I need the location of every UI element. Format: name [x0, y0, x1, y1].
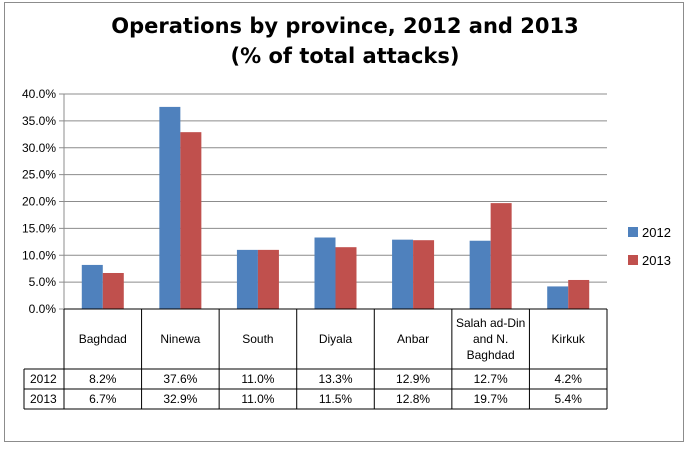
category-label: Baghdad — [79, 332, 127, 346]
category-label: Kirkuk — [552, 332, 586, 346]
bar-2013 — [568, 279, 590, 309]
y-tick-label: 30.0% — [22, 141, 56, 155]
bar-2012 — [159, 106, 181, 310]
category-label: Salah ad-Din and N. Baghdad — [456, 316, 525, 362]
table-cell: 12.8% — [396, 392, 430, 406]
y-tick-label: 0.0% — [29, 302, 57, 316]
table-cell: 11.0% — [241, 392, 274, 406]
y-tick-label: 40.0% — [22, 87, 56, 101]
y-tick-label: 35.0% — [22, 114, 56, 128]
bar-2012 — [81, 264, 103, 309]
legend-swatch-2012 — [628, 227, 638, 237]
category-label: Ninewa — [160, 332, 200, 346]
table-cell: 19.7% — [474, 392, 508, 406]
bar-2013 — [180, 132, 202, 309]
table-cell: 4.2% — [555, 372, 583, 386]
bar-2012 — [314, 237, 336, 309]
legend-label: 2013 — [642, 253, 671, 268]
chart-title: Operations by province, 2012 and 2013 — [111, 14, 579, 38]
table-cell: 32.9% — [163, 392, 197, 406]
bar-2012 — [236, 249, 258, 309]
table-row-label: 2012 — [30, 372, 57, 386]
table-cell: 12.9% — [396, 372, 430, 386]
legend-label: 2012 — [642, 225, 671, 240]
table-cell: 37.6% — [163, 372, 197, 386]
table-cell: 12.7% — [474, 372, 508, 386]
table-cell: 13.3% — [318, 372, 352, 386]
table-cell: 5.4% — [555, 392, 583, 406]
bar-2012 — [547, 286, 569, 309]
bar-2013 — [490, 203, 512, 309]
category-label: South — [242, 332, 273, 346]
bar-2012 — [469, 240, 491, 309]
y-tick-label: 10.0% — [22, 248, 56, 262]
y-tick-label: 15.0% — [22, 221, 56, 235]
bar-2013 — [257, 249, 279, 309]
table-cell: 8.2% — [89, 372, 117, 386]
table-row-label: 2013 — [30, 392, 57, 406]
y-tick-label: 5.0% — [29, 275, 57, 289]
table-cell: 6.7% — [89, 392, 117, 406]
table-cell: 11.5% — [319, 392, 352, 406]
table-cell: 11.0% — [241, 372, 274, 386]
bar-2013 — [335, 247, 357, 309]
bar-2013 — [102, 272, 124, 309]
chart-subtitle: (% of total attacks) — [230, 44, 460, 68]
y-tick-label: 25.0% — [22, 168, 56, 182]
bar-2013 — [413, 240, 435, 309]
y-tick-label: 20.0% — [22, 195, 56, 209]
legend-swatch-2013 — [628, 255, 638, 265]
bar-2012 — [392, 239, 414, 309]
category-label: Anbar — [397, 332, 429, 346]
category-label: Diyala — [319, 332, 353, 346]
